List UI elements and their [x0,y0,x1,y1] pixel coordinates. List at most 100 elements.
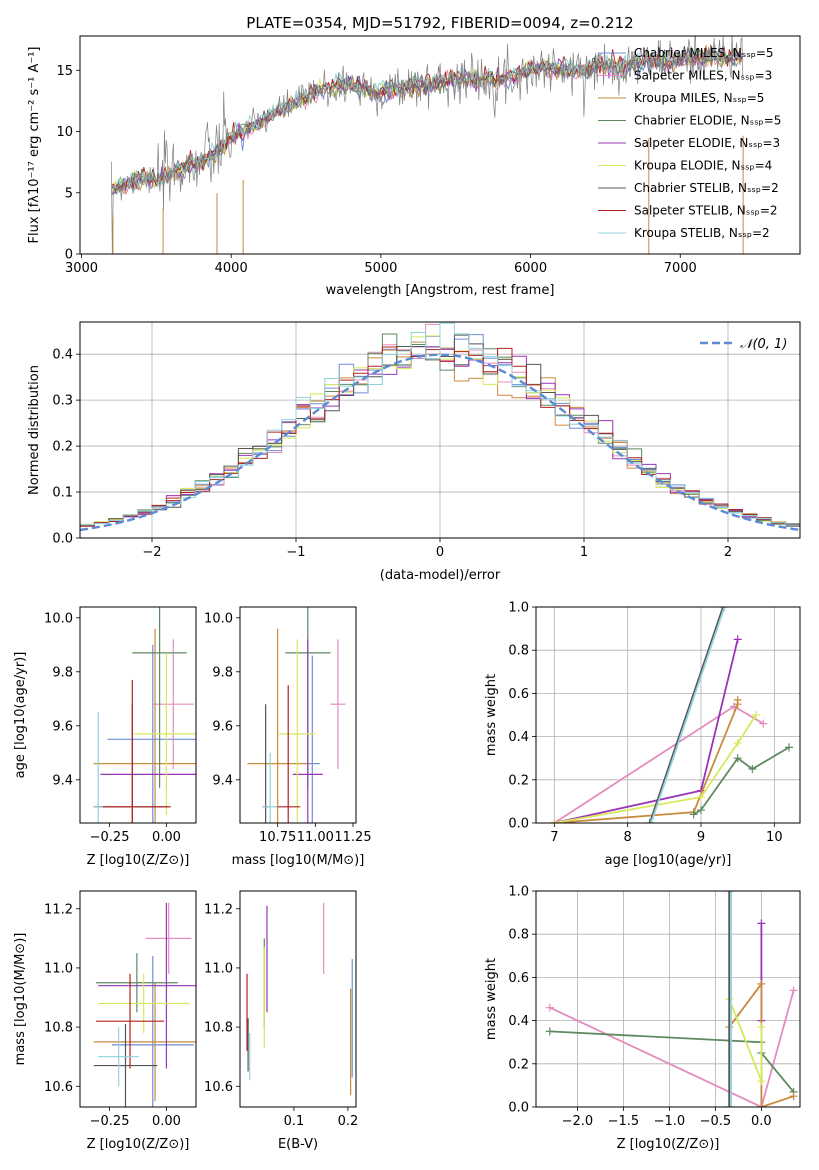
legend-label: Chabrier STELIB, Nₛₛₚ=2 [634,181,779,195]
data-point [645,819,654,823]
errorbars [93,607,196,823]
y-tick-label: 9.8 [52,665,73,680]
y-tick-label: 10 [56,125,73,140]
axes-frame [239,606,357,824]
normal-curve [80,353,800,532]
y-tick-label: 10.8 [204,1021,233,1036]
y-tick-label: 9.4 [52,773,73,788]
errorbars [93,902,196,1107]
axes-frame [535,606,801,824]
y-axis-label: mass weight [484,958,499,1040]
x-tick-label: −1.5 [608,1114,640,1129]
data-point [697,793,705,802]
mass-weight-lines [550,607,793,823]
y-tick-label: 0.0 [52,532,73,547]
axes-frame [535,890,801,1108]
chart-title: PLATE=0354, MJD=51792, FIBERID=0094, z=0… [246,14,633,32]
data-point [697,806,705,815]
data-point [727,1103,736,1107]
x-axis-label: Z [log10(Z/Z⊙)] [87,853,190,868]
axes-frame [79,890,197,1108]
x-axis-label: E(B-V) [278,1137,318,1152]
data-spectrum-line [111,36,744,254]
errorbars [246,902,353,1096]
data-point [727,891,736,895]
panel-4: 7 8 9 10 0.0 0.2 0.4 0.6 0.8 1.0 age [log10(age/yr… [484,601,801,868]
legend-label: Chabrier ELODIE, Nₛₛₚ=5 [634,114,781,128]
data-point [757,1077,766,1086]
x-tick-label: 0 [436,545,444,560]
y-tick-label: 0.2 [508,1057,529,1072]
panel-5: −0.25 0.00 10.6 10.8 11.0 11.2 Z [log10(Z/Z⊙)]… [13,890,197,1152]
data-point [757,919,766,928]
legend-label: Salpeter MILES, Nₛₛₚ=3 [634,69,772,83]
x-tick-label: −0.25 [90,1114,130,1129]
axes-frame [79,35,801,255]
data-point [733,635,742,644]
y-tick-label: 0.2 [508,773,529,788]
model-spectrum-line [111,44,743,189]
y-tick-label: 0.4 [52,348,73,363]
y-tick-label: 0 [65,248,73,263]
data-point [725,1103,734,1107]
histogram-series [80,322,800,529]
data-point [545,1027,554,1036]
y-tick-label: 9.8 [212,665,233,680]
y-axis-label: mass weight [484,674,499,756]
panel-2: −0.25 0.00 9.4 9.6 9.8 10.0 Z [log10(Z/Z⊙)] age… [13,606,197,868]
y-tick-label: 0.0 [508,1101,529,1116]
data-point [752,711,760,719]
x-tick-label: 10.75 [259,830,296,845]
x-tick-label: 0.1 [284,1114,305,1129]
series-line [549,1030,795,1093]
x-axis-label: Z [log10(Z/Z⊙)] [617,1137,720,1152]
axes-frame [79,606,197,824]
x-tick-label: 0.0 [751,1114,772,1129]
data-point [550,819,559,823]
data-point [789,986,798,995]
x-axis-label: mass [log10(M/M⊙)] [232,853,365,868]
data-point [757,979,766,988]
series-line [648,607,724,823]
x-axis-label: age [log10(age/yr)] [605,853,732,868]
series-line [554,639,739,823]
x-tick-label: 2 [724,545,732,560]
axes-frame [239,890,357,1108]
y-tick-label: 15 [56,64,73,79]
y-tick-label: 10.8 [44,1021,73,1036]
panel-7: −2.0 −1.5 −1.0 −0.5 0.0 0.0 0.2 0.4 0.6 0.8 1.0 Z [… [484,885,801,1152]
y-axis-label: Normed distribution [27,365,42,495]
data-point [733,754,742,763]
y-tick-label: 11.2 [44,902,73,917]
y-tick-label: 0.4 [508,1014,529,1029]
data-point [689,810,698,819]
data-point [757,1023,766,1032]
x-tick-label: −0.5 [700,1114,732,1129]
x-tick-label: 8 [624,830,632,845]
x-tick-label: −2 [142,545,161,560]
y-tick-label: 10.0 [204,611,233,626]
x-tick-label: 3000 [65,261,98,276]
data-point [789,1092,798,1101]
data-point [545,1003,554,1012]
x-tick-label: 11.00 [297,830,334,845]
data-point [720,607,729,611]
y-axis-label: mass [log10(M/M⊙)] [13,933,28,1066]
y-tick-label: 0.4 [508,730,529,745]
panel-3: 10.75 11.00 11.25 9.4 9.6 9.8 10.0 mass [log10(… [204,606,372,868]
y-tick-label: 0.3 [52,394,73,409]
series-line [553,705,764,823]
y-tick-label: 0.1 [52,486,73,501]
y-tick-label: 0.8 [508,928,529,943]
y-tick-label: 9.6 [52,719,73,734]
data-point [647,819,656,823]
x-tick-label: −1 [286,545,305,560]
legend-label: Chabrier MILES, Nₛₛₚ=5 [634,46,774,60]
x-tick-label: 1 [580,545,588,560]
x-axis-label: Z [log10(Z/Z⊙)] [87,1137,190,1152]
histograms [80,322,800,532]
y-tick-label: 5 [65,186,73,201]
legend-label: Salpeter STELIB, Nₛₛₚ=2 [634,204,778,218]
legend-label: Kroupa MILES, Nₛₛₚ=5 [634,91,764,105]
y-axis-label: Flux [fλ10⁻¹⁷ erg cm⁻² s⁻¹ A⁻¹] [27,47,42,244]
